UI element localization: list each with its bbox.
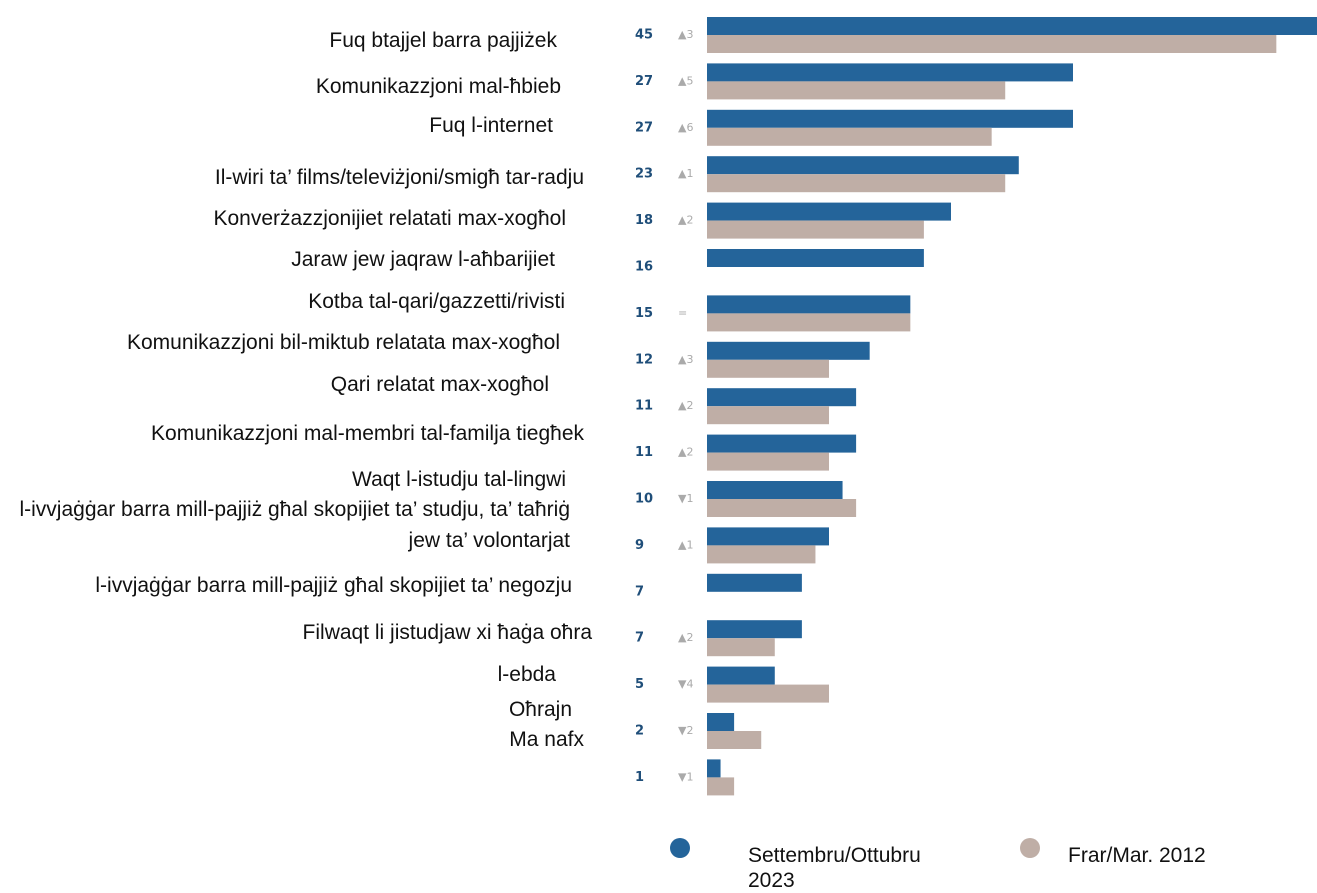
bar [707, 638, 775, 657]
change-label: ▼1 [678, 770, 693, 783]
value-label: 10 [635, 492, 653, 507]
legend-marker [670, 838, 690, 858]
change-label: ▲2 [678, 631, 693, 644]
category-label: Il-wiri ta’ films/televiżjoni/smigħ tar-… [214, 166, 584, 189]
value-label: 45 [635, 28, 653, 43]
legend-label: Frar/Mar. 2012 [1068, 844, 1206, 867]
change-label: ▲5 [678, 74, 693, 87]
bar [707, 713, 735, 731]
bar [707, 434, 857, 453]
change-label: ▲3 [678, 353, 693, 366]
category-label: Komunikazzjoni mal-ħbieb [315, 75, 561, 98]
bar [707, 81, 1006, 100]
value-label: 27 [635, 74, 653, 89]
bar [707, 759, 721, 778]
change-label: ▲2 [678, 214, 693, 227]
bar [707, 573, 802, 592]
category-label: Fuq btajjel barra pajjiżek [329, 29, 557, 52]
value-label: 27 [635, 120, 653, 135]
bar [707, 499, 857, 517]
bar [707, 341, 870, 360]
category-label: Filwaqt li jistudjaw xi ħaġa oħra [302, 621, 592, 644]
category-label: Oħrajn [508, 698, 572, 721]
value-label: 11 [635, 399, 653, 414]
bar [707, 220, 924, 239]
value-label: 1 [635, 770, 644, 785]
value-label: 12 [635, 352, 653, 367]
bar [707, 388, 857, 407]
category-label: Jaraw jew jaqraw l-aħbarijiet [291, 248, 555, 271]
bar [707, 202, 951, 221]
bar [707, 35, 1277, 53]
value-label: 9 [635, 538, 644, 553]
bar [707, 666, 775, 685]
value-label: 15 [635, 306, 653, 321]
category-label: Komunikazzjoni mal-membri tal-familja ti… [151, 422, 584, 445]
bar [707, 63, 1073, 82]
value-label: 7 [635, 584, 644, 599]
value-label: 7 [635, 631, 644, 646]
category-label: Ma nafx [509, 728, 584, 751]
category-label: Waqt l-istudju tal-lingwi [352, 468, 566, 491]
category-label: Komunikazzjoni bil-miktub relatata max-x… [126, 331, 560, 354]
category-label: Qari relatat max-xogħol [330, 373, 549, 396]
change-label: = [678, 306, 687, 319]
bar [707, 295, 911, 314]
value-label: 2 [635, 724, 644, 739]
bar [707, 109, 1073, 128]
change-label: ▼1 [678, 492, 693, 505]
change-label: ▲2 [678, 446, 693, 459]
bar [707, 174, 1006, 193]
bar [707, 481, 843, 499]
value-label: 5 [635, 677, 644, 692]
bar [707, 684, 829, 703]
bar [707, 777, 735, 796]
category-label: Fuq l-internet [429, 114, 553, 137]
change-label: ▲6 [678, 121, 693, 134]
category-label: l-ivvjaġġar barra mill-pajjiż għal skopi… [95, 574, 572, 597]
change-label: ▲1 [678, 167, 693, 180]
bar [707, 249, 924, 267]
value-label: 16 [635, 260, 653, 275]
bar [707, 527, 829, 546]
bar [707, 545, 816, 564]
bar [707, 406, 829, 425]
category-label: l-ebda [497, 663, 556, 686]
legend-label: Settembru/Ottubru 2023 [748, 844, 921, 892]
bar [707, 359, 829, 378]
value-label: 11 [635, 445, 653, 460]
value-label: 23 [635, 167, 653, 182]
category-label: Konverżazzjonijiet relatati max-xogħol [213, 207, 567, 230]
bar [707, 731, 762, 749]
category-label: l-ivvjaġġar barra mill-pajjiż għal skopi… [19, 498, 570, 552]
change-label: ▲3 [678, 28, 693, 41]
value-label: 18 [635, 213, 653, 228]
bar [707, 17, 1317, 35]
change-label: ▼2 [678, 724, 693, 737]
category-label: Kotba tal-qari/gazzetti/rivisti [308, 290, 565, 313]
bar [707, 156, 1019, 175]
change-label: ▲2 [678, 399, 693, 412]
change-label: ▼4 [678, 678, 693, 691]
bar [707, 620, 802, 639]
change-label: ▲1 [678, 538, 693, 551]
bar [707, 127, 992, 146]
bar [707, 313, 911, 332]
legend-marker [1020, 838, 1040, 858]
bar [707, 452, 829, 471]
